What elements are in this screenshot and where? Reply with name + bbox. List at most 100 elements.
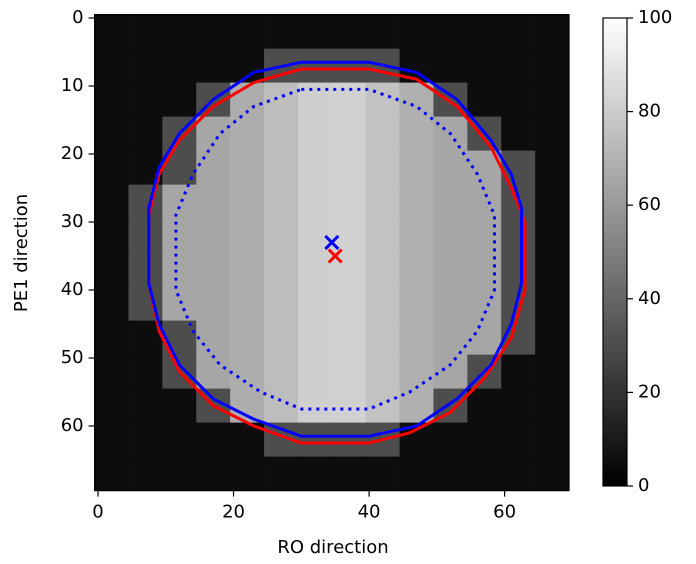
heatmap-cell [297, 354, 333, 390]
heatmap-cell [264, 320, 299, 356]
heatmap-cell [501, 422, 536, 458]
heatmap-cell [535, 150, 570, 186]
heatmap-cell [467, 48, 502, 84]
heatmap-cell [535, 354, 570, 390]
heatmap-cell [128, 48, 163, 84]
heatmap-cell [399, 320, 434, 356]
y-tick-label: 60 [61, 415, 84, 436]
heatmap-cell [230, 320, 265, 356]
heatmap-cell [467, 422, 502, 458]
heatmap-cell [297, 184, 333, 220]
heatmap-cell [196, 218, 231, 254]
heatmap-cell [399, 456, 434, 492]
heatmap-cell [264, 456, 299, 492]
heatmap-cell [297, 116, 333, 152]
heatmap-cell [365, 150, 401, 186]
heatmap-cell [433, 14, 468, 50]
heatmap-cell [264, 388, 299, 424]
heatmap-cell [535, 388, 570, 424]
heatmap-cell [297, 320, 333, 356]
heatmap-cell [230, 150, 265, 186]
heatmap-cell [297, 252, 333, 288]
heatmap-cell [535, 422, 570, 458]
contour-line [147, 60, 524, 438]
heatmap-cell [331, 14, 367, 50]
heatmap-cell [535, 320, 570, 356]
heatmap-cell [162, 218, 197, 254]
heatmap-cell [501, 456, 536, 492]
heatmap-cell [264, 218, 299, 254]
heatmap-cell [230, 14, 265, 50]
heatmap-cell [162, 252, 197, 288]
heatmap-cell [264, 184, 299, 220]
heatmap-cell [365, 456, 401, 492]
heatmap-cell [501, 116, 536, 152]
heatmap-cell [128, 14, 163, 50]
heatmap-cell [399, 184, 434, 220]
heatmap-cell [501, 320, 536, 356]
y-tick-label: 50 [61, 347, 84, 368]
heatmap-cell [297, 286, 333, 322]
y-tick-label: 40 [61, 279, 84, 300]
heatmap-cell [433, 48, 468, 84]
x-tick-label: 0 [92, 502, 103, 523]
heatmap-cell [297, 422, 333, 458]
heatmap-cell [128, 184, 163, 220]
colorbar-tick-label: 40 [638, 288, 661, 309]
colorbar-tick-label: 20 [638, 381, 661, 402]
heatmap-cell [196, 48, 231, 84]
colorbar [602, 17, 628, 487]
heatmap-cell [331, 286, 367, 322]
heatmap-cell [128, 388, 163, 424]
plot-frame [93, 14, 570, 492]
y-tick-label: 10 [61, 75, 84, 96]
heatmap-cell [501, 14, 536, 50]
heatmap-cell [94, 388, 129, 424]
heatmap-cell [399, 150, 434, 186]
heatmap-cell [128, 456, 163, 492]
heatmap-cell [535, 184, 570, 220]
heatmap-cell [365, 252, 401, 288]
heatmap-cell [467, 184, 502, 220]
heatmap-cell [94, 82, 129, 118]
heatmap-cell [365, 184, 401, 220]
heatmap-cell [433, 252, 468, 288]
heatmap-cell [94, 48, 129, 84]
heatmap-cell [399, 286, 434, 322]
heatmap-cell [162, 184, 197, 220]
heatmap-cell [94, 354, 129, 390]
heatmap-cell [365, 82, 401, 118]
heatmap-cell [162, 286, 197, 322]
heatmap-cell [433, 354, 468, 390]
heatmap-cell [535, 252, 570, 288]
heatmap-cell [196, 286, 231, 322]
heatmap-cell [230, 354, 265, 390]
heatmap-cell [264, 14, 299, 50]
heatmap-cell [467, 218, 502, 254]
heatmap-cell [196, 184, 231, 220]
heatmap-cell [399, 218, 434, 254]
heatmap-cell [162, 388, 197, 424]
heatmap-cell [501, 82, 536, 118]
y-axis-label: PE1 direction [11, 194, 32, 312]
heatmap-cell [162, 48, 197, 84]
heatmap-cell [297, 388, 333, 424]
heatmap-cell [264, 252, 299, 288]
center-marker [327, 248, 343, 264]
heatmap-cell [433, 456, 468, 492]
contour-line [174, 87, 496, 411]
contour-line [147, 67, 527, 445]
heatmap-cell [94, 14, 129, 50]
heatmap-cell [196, 456, 231, 492]
heatmap-cell [467, 456, 502, 492]
heatmap-cell [128, 354, 163, 390]
heatmap-cell [297, 456, 333, 492]
heatmap-cell [331, 150, 367, 186]
heatmap-cell [331, 82, 367, 118]
heatmap-cell [94, 286, 129, 322]
heatmap-cell [230, 184, 265, 220]
heatmap-cell [230, 286, 265, 322]
x-axis-label: RO direction [277, 537, 388, 558]
colorbar-tick-label: 60 [638, 194, 661, 215]
